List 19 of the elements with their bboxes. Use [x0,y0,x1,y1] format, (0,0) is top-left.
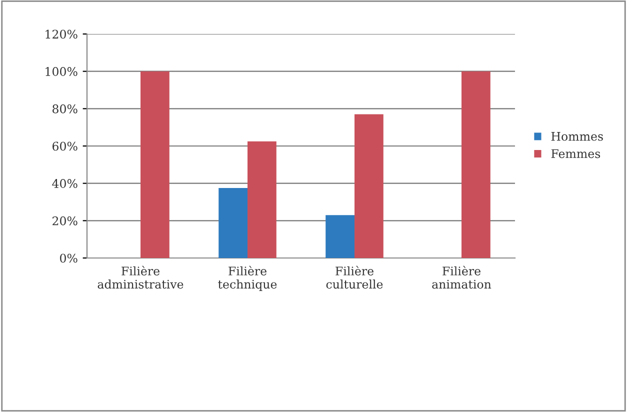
y-tick-label: 20% [52,216,78,226]
y-tick-label: 120% [46,30,78,39]
y-tick-label: 80% [52,104,78,114]
bar [218,188,248,258]
x-tick-label: Filière culturelle [326,266,383,289]
y-tick-label: 40% [52,179,78,188]
x-tick-label: Filière technique [218,266,277,291]
bar [462,71,490,258]
legend-label: Hommes [551,132,603,141]
bar [140,71,170,258]
bar [354,114,384,258]
x-tick-label: Filière animation [432,266,492,289]
y-tick-label: 60% [52,142,78,151]
legend-label: Femmes [551,149,600,158]
x-tick-label: Filière administrative [98,266,184,289]
bar [248,141,276,258]
y-tick-label: 0% [60,254,78,263]
y-tick-label: 100% [46,67,78,76]
bar [326,215,354,258]
